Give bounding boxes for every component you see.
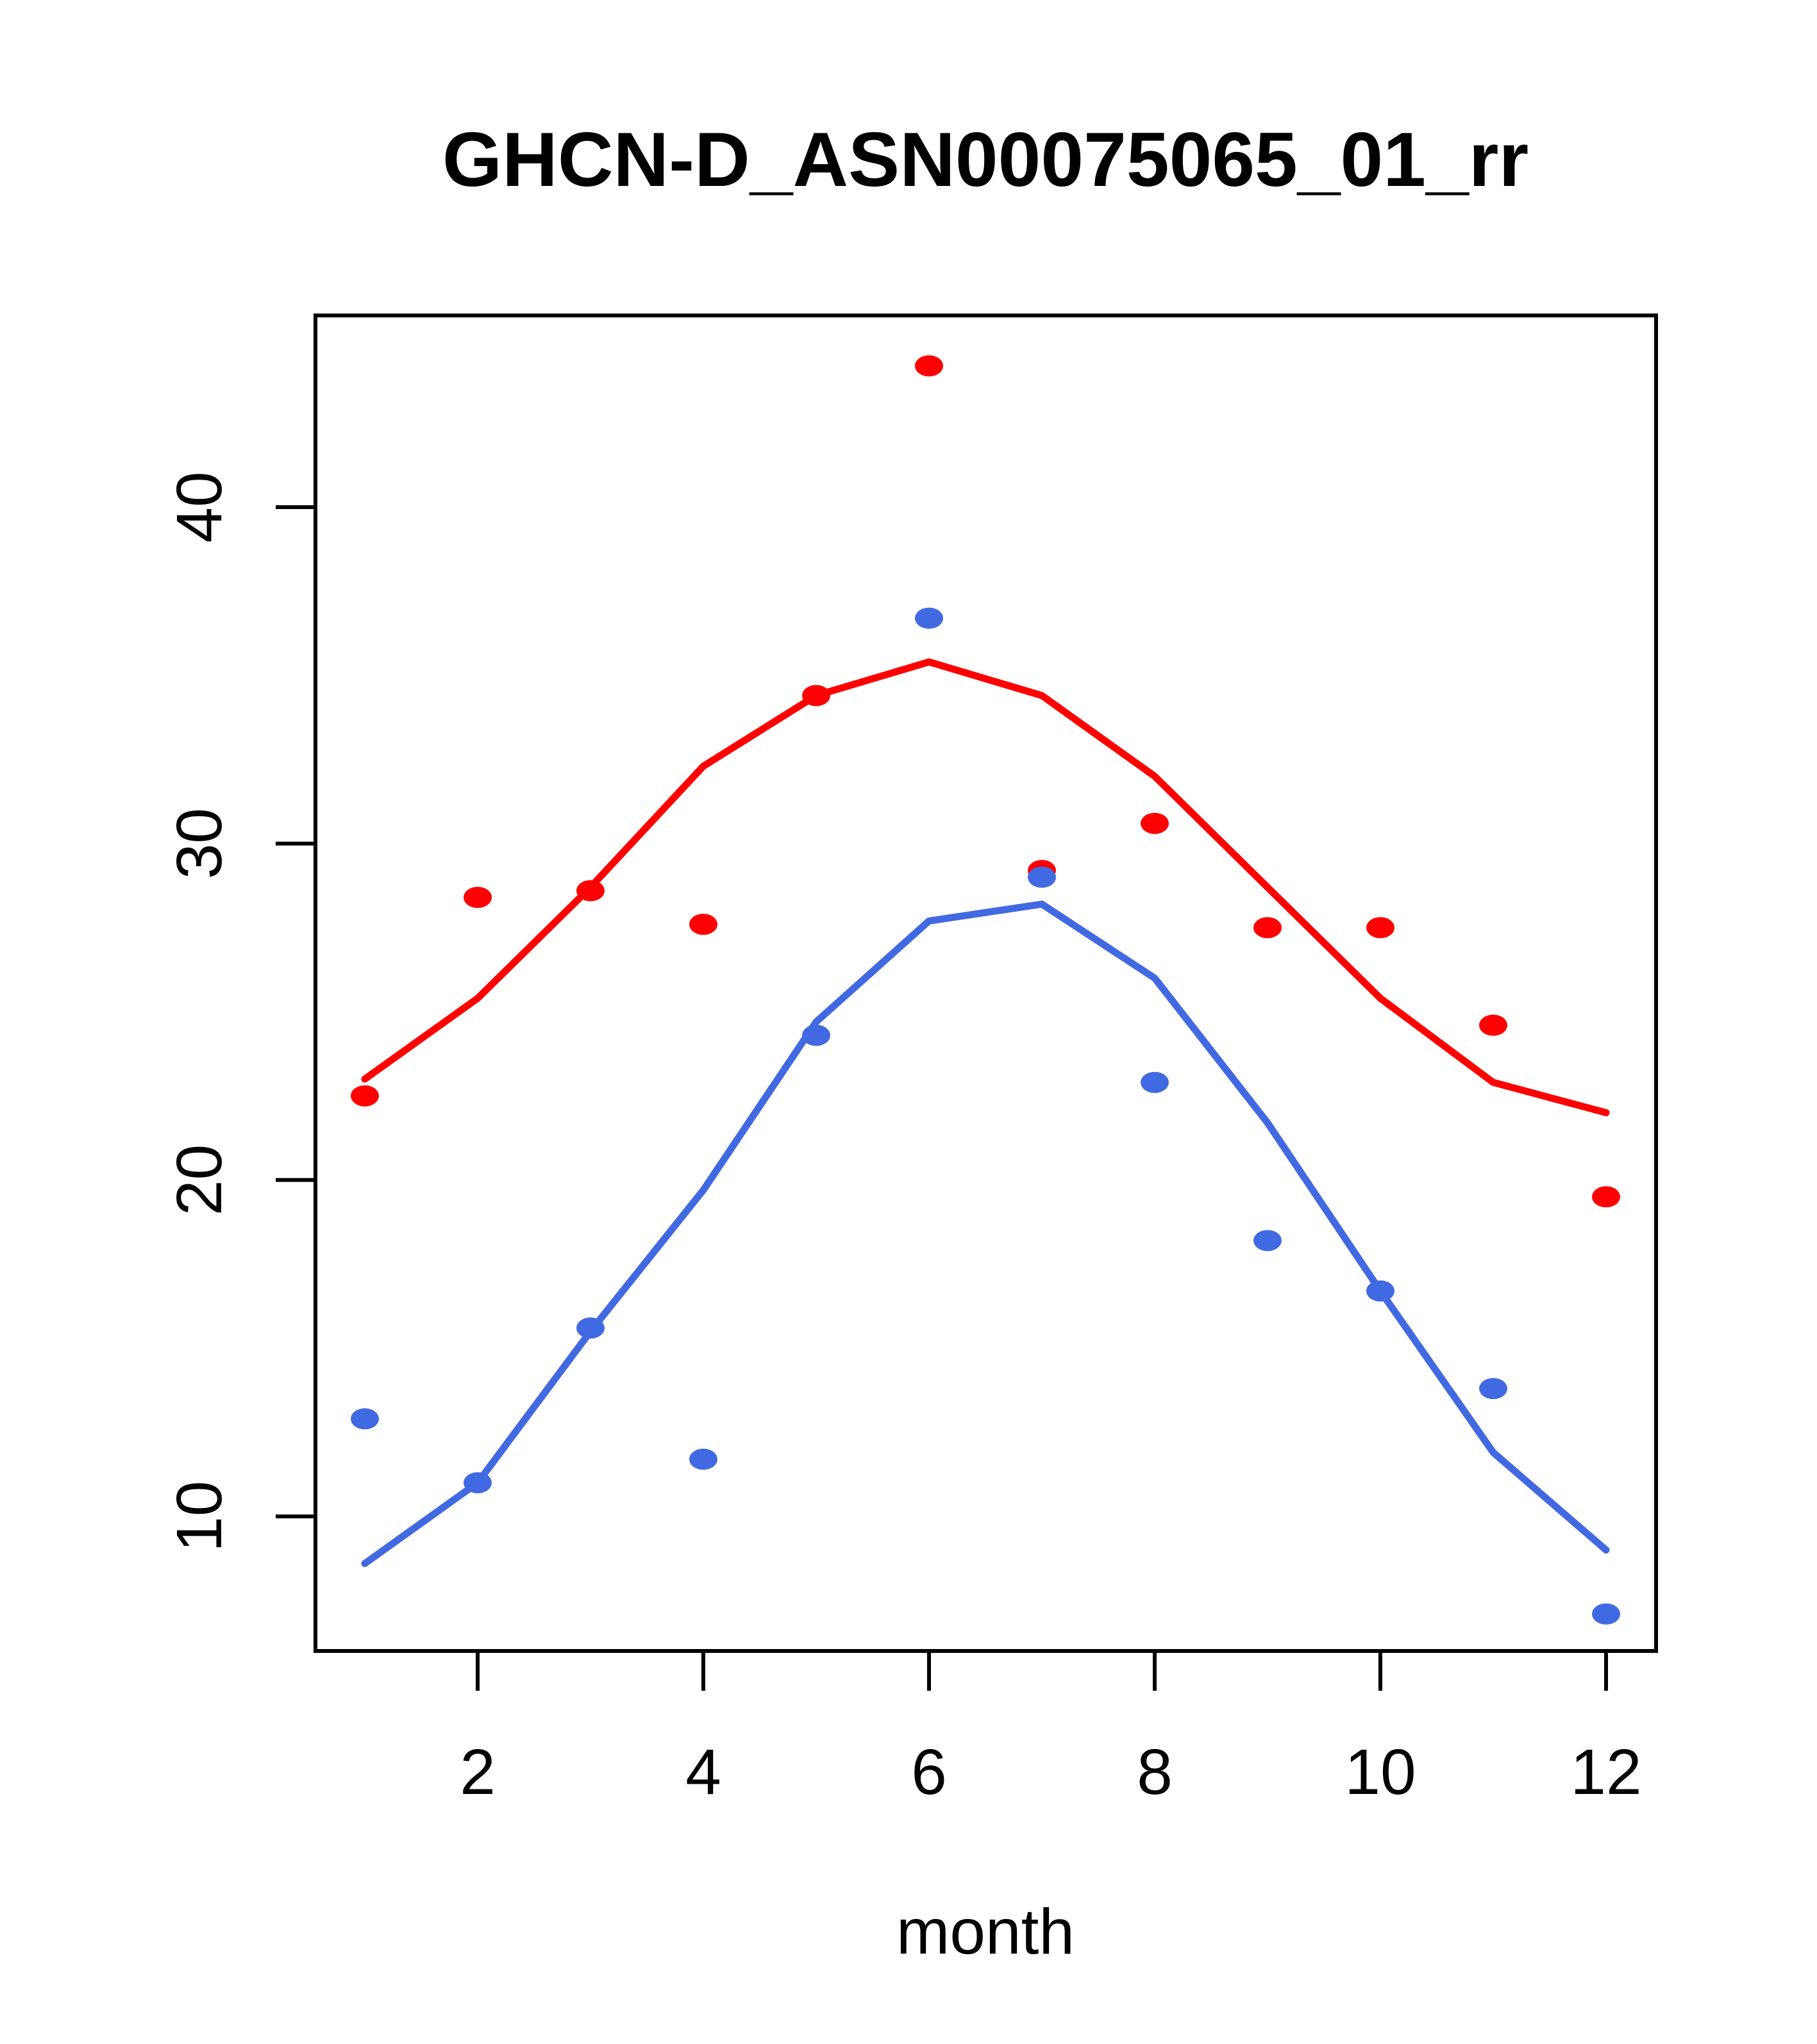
data-series [351, 355, 1620, 1625]
blue-monthly-points-point [1479, 1378, 1507, 1400]
axis-tick-labels: 2 4 6 8 10 12 10 20 30 40 [163, 471, 1642, 1808]
red-smooth-line [361, 658, 1610, 1116]
blue-monthly-points-point [1141, 1071, 1169, 1093]
x-tick-label: 2 [460, 1736, 496, 1808]
blue-monthly-points-point [1592, 1603, 1620, 1625]
y-tick-label: 30 [163, 808, 235, 879]
blue-monthly-points-point [915, 607, 943, 629]
x-tick-label: 8 [1137, 1736, 1173, 1808]
blue-monthly-points-point [351, 1408, 379, 1430]
red-monthly-points-point [1479, 1014, 1507, 1036]
blue-monthly-points-point [1253, 1230, 1282, 1252]
blue-smooth-line [361, 900, 1610, 1568]
x-tick-label: 4 [685, 1736, 721, 1808]
y-tick-label: 20 [163, 1144, 235, 1216]
plot-frame [314, 314, 1658, 1653]
red-monthly-points-point [1592, 1186, 1620, 1208]
chart-title: GHCN-D_ASN00075065_01_rr [442, 117, 1528, 203]
x-axis-title: month [896, 1896, 1075, 1968]
axis-ticks [276, 505, 1608, 1691]
blue-monthly-points-point [1028, 866, 1056, 888]
red-monthly-points-point [464, 887, 492, 909]
red-monthly-points-point [1366, 917, 1394, 939]
red-monthly-points-point [1253, 917, 1282, 939]
x-tick-label: 12 [1570, 1736, 1641, 1808]
x-tick-label: 10 [1344, 1736, 1416, 1808]
red-monthly-points-point [1141, 812, 1169, 834]
red-monthly-points-point [689, 914, 717, 935]
y-tick-label: 40 [163, 471, 235, 542]
red-monthly-points-point [915, 355, 943, 377]
x-tick-label: 6 [911, 1736, 947, 1808]
red-monthly-points-point [351, 1085, 379, 1107]
blue-monthly-points-point [689, 1448, 717, 1470]
y-tick-label: 10 [163, 1480, 235, 1552]
